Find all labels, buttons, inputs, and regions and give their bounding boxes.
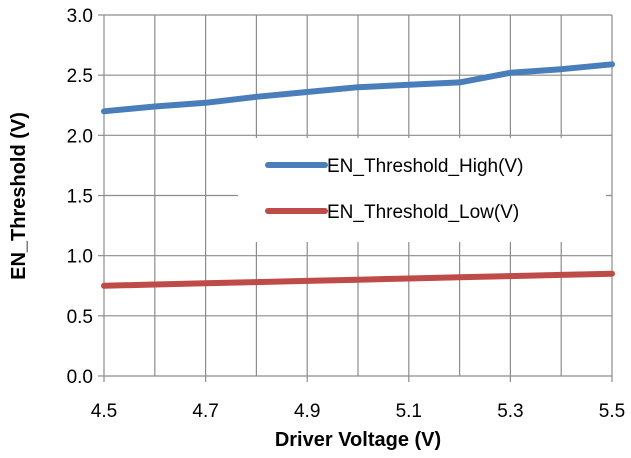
- x-axis-title: Driver Voltage (V): [275, 429, 441, 451]
- y-axis-ticks: 0.0 0.5 1.0 1.5 2.0 2.5 3.0: [67, 6, 93, 388]
- y-tick-label: 1.5: [67, 187, 93, 208]
- series-line-high: [101, 61, 615, 115]
- legend-background: [238, 138, 606, 242]
- legend-label-high: EN_Threshold_High(V): [327, 156, 523, 177]
- legend: EN_Threshold_High(V) EN_Threshold_Low(V): [238, 138, 606, 242]
- series-line-low: [101, 270, 615, 289]
- x-tick-label: 5.5: [599, 401, 625, 422]
- series-lines: [101, 61, 615, 289]
- x-axis-ticks: 4.5 4.7 4.9 5.1 5.3 5.5: [91, 401, 625, 422]
- x-tick-label: 5.3: [497, 401, 523, 422]
- y-tick-label: 3.0: [67, 6, 93, 27]
- y-axis-title: EN_Threshold (V): [8, 112, 30, 280]
- x-tick-label: 4.5: [91, 401, 117, 422]
- legend-item-low: EN_Threshold_Low(V): [265, 202, 519, 223]
- x-tick-label: 4.9: [294, 401, 320, 422]
- x-tick-label: 5.1: [396, 401, 422, 422]
- legend-item-high: EN_Threshold_High(V): [265, 156, 523, 177]
- y-tick-label: 0.0: [67, 367, 93, 388]
- y-tick-label: 0.5: [67, 307, 93, 328]
- legend-label-low: EN_Threshold_Low(V): [327, 202, 519, 223]
- x-tick-label: 4.7: [192, 401, 218, 422]
- y-tick-label: 2.0: [67, 126, 93, 147]
- y-tick-label: 1.0: [67, 247, 93, 268]
- y-tick-label: 2.5: [67, 66, 93, 87]
